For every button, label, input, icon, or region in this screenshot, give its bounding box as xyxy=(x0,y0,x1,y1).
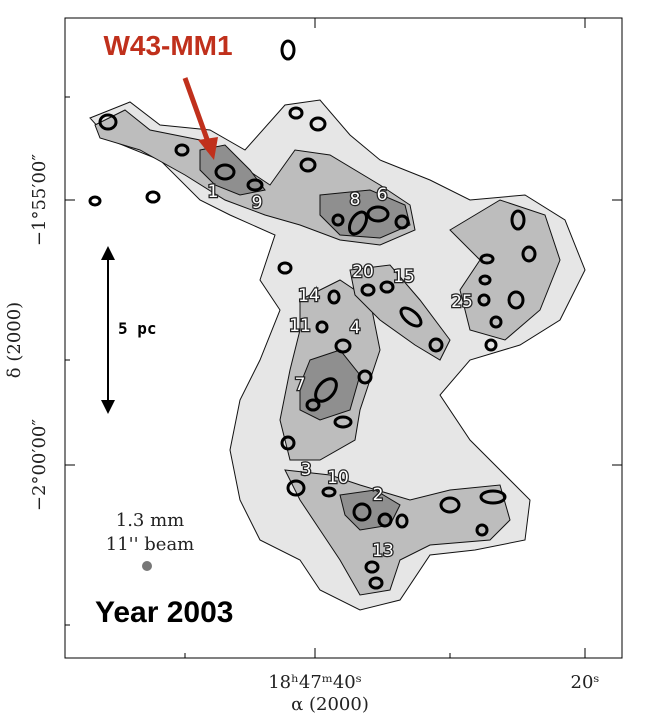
source-label: 4 xyxy=(350,318,361,338)
callout-arrow xyxy=(182,77,211,143)
cores xyxy=(88,39,537,590)
y-tick-label: −2°00′00″ xyxy=(29,419,50,511)
ticks xyxy=(65,18,622,658)
source-label: 20 xyxy=(352,262,374,282)
beam-wavelength: 1.3 mm xyxy=(116,510,184,531)
source-label: 1 xyxy=(208,182,219,202)
x-tick-label: 18ʰ47ᵐ40ˢ xyxy=(268,672,362,693)
source-label: 9 xyxy=(252,193,263,213)
source-label: 6 xyxy=(377,185,388,205)
beam-dot xyxy=(142,561,152,571)
source-label: 15 xyxy=(393,267,415,287)
y-tick-label: −1°55′00″ xyxy=(29,154,50,246)
callout-label: W43-MM1 xyxy=(103,30,232,61)
year-label: Year 2003 xyxy=(95,596,233,629)
y-axis-label: δ (2000) xyxy=(4,302,25,378)
source-label: 3 xyxy=(301,460,312,480)
source-label: 10 xyxy=(327,468,349,488)
scale-bar-label: 5 pc xyxy=(118,319,157,338)
callout-arrowhead xyxy=(198,137,218,160)
source-label: 8 xyxy=(350,190,361,210)
x-axis-label: α (2000) xyxy=(291,694,369,715)
source-label: 7 xyxy=(295,375,306,395)
source-labels: 1 9 8 6 20 15 14 25 11 4 7 3 10 2 13 xyxy=(206,181,474,563)
source-label: 13 xyxy=(372,541,394,561)
scale-bar xyxy=(101,246,115,414)
source-label: 25 xyxy=(451,292,473,312)
beam-size: 11'' beam xyxy=(106,534,195,555)
source-label: 11 xyxy=(289,316,311,336)
x-tick-label: 20ˢ xyxy=(571,672,600,693)
source-label: 14 xyxy=(298,286,320,306)
source-label: 2 xyxy=(373,485,384,505)
